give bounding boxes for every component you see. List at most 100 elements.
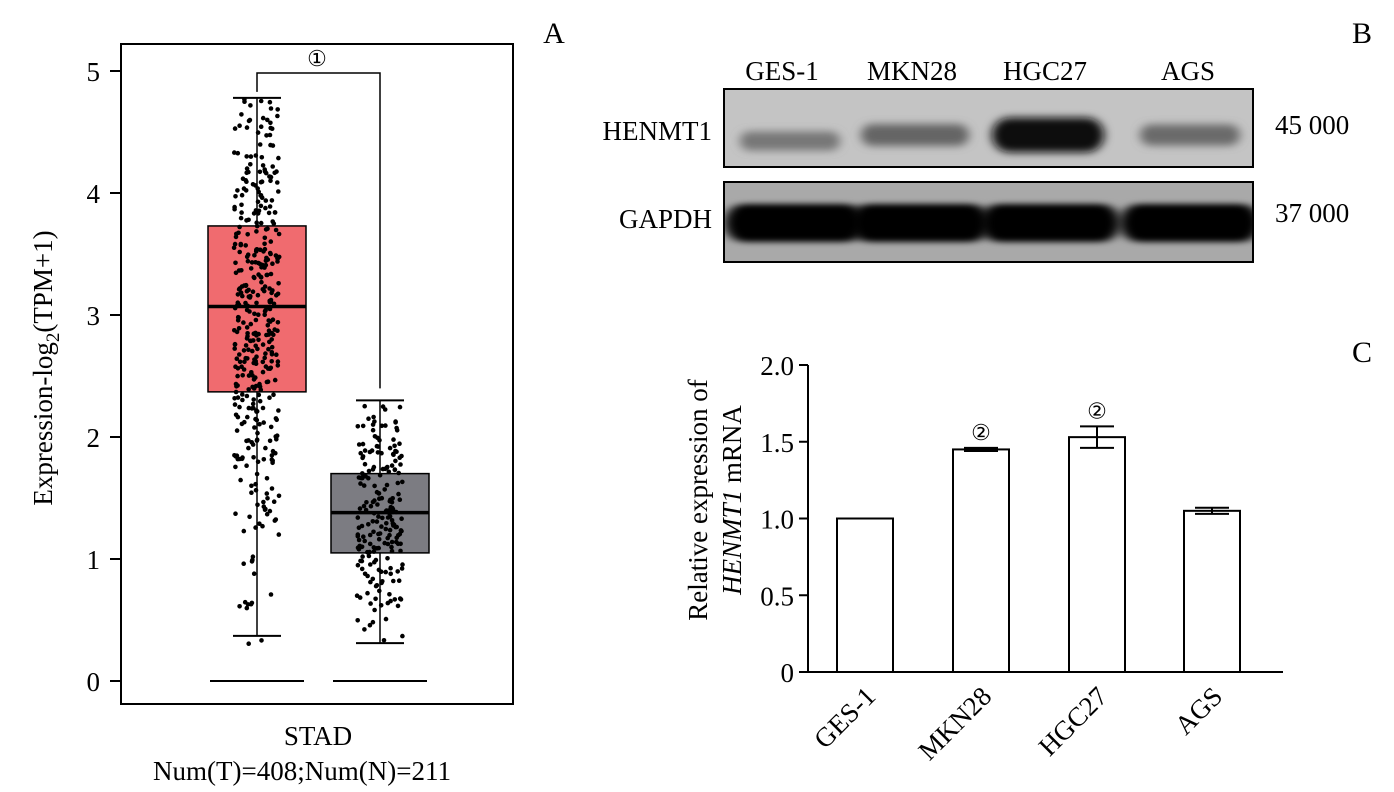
- boxplot-point: [399, 516, 404, 521]
- bar: [836, 517, 894, 673]
- boxplot-point: [268, 271, 274, 277]
- blot-band-henmt1: [1140, 124, 1240, 146]
- boxplot-y-axis: 0 1 2 3 4 5: [87, 57, 121, 697]
- boxplot-point: [255, 312, 261, 318]
- boxplot-point: [367, 622, 373, 628]
- boxplot-point: [366, 553, 372, 559]
- boxplot-point: [251, 397, 256, 402]
- bar: [1068, 436, 1126, 673]
- boxplot-point: [253, 208, 259, 213]
- boxplot-point: [355, 618, 361, 623]
- boxplot-point: [275, 359, 281, 364]
- boxplot-point: [368, 562, 373, 567]
- boxplot-point: [372, 498, 377, 503]
- boxplot-point: [392, 443, 397, 449]
- boxplot-point: [249, 559, 255, 564]
- boxplot-point: [239, 112, 244, 117]
- boxplot-significance-marker: ①: [307, 46, 327, 71]
- boxplot-point: [251, 331, 257, 337]
- boxplot-point: [233, 194, 238, 199]
- boxplot-point: [274, 352, 279, 358]
- boxplot-point: [265, 323, 271, 328]
- boxplot-point: [242, 419, 247, 425]
- boxplot-point: [371, 545, 377, 550]
- boxplot-point: [270, 261, 275, 267]
- boxplot-point: [262, 355, 268, 361]
- boxplot-point: [267, 132, 273, 138]
- boxplot-point: [250, 289, 256, 295]
- boxplot-point: [271, 332, 276, 338]
- boxplot-point: [269, 359, 275, 364]
- boxplot-point: [267, 339, 272, 345]
- blot-row-labels: HENMT1 45 000 GAPDH 37 000: [603, 110, 1350, 234]
- boxplot-point: [246, 217, 251, 223]
- boxplot-point: [378, 603, 384, 608]
- boxplot-point: [263, 506, 268, 512]
- boxplot-point: [267, 438, 273, 444]
- boxplot-point: [259, 155, 265, 160]
- boxplot-point: [251, 377, 257, 382]
- boxplot-point: [259, 279, 264, 285]
- boxplot-point: [239, 192, 245, 198]
- boxplot-point: [368, 579, 373, 585]
- boxplot-point: [374, 443, 380, 449]
- boxplot-point: [389, 463, 395, 468]
- boxplot-point: [236, 315, 241, 320]
- boxplot-point: [234, 356, 240, 362]
- boxplot-point: [365, 590, 370, 596]
- boxplot-point: [270, 164, 276, 169]
- boxplot-point: [233, 511, 238, 516]
- boxplot-point: [380, 404, 386, 409]
- boxplot-point: [267, 204, 273, 209]
- boxplot-point: [371, 529, 376, 535]
- boxplot-point: [370, 422, 376, 427]
- boxplot-point: [232, 150, 237, 155]
- boxplot-point: [268, 239, 274, 244]
- boxplot-point: [256, 392, 262, 398]
- boxplot-point: [383, 526, 389, 532]
- boxplot-point: [245, 258, 251, 264]
- boxplot-point: [263, 351, 268, 356]
- boxplot-point: [361, 534, 366, 539]
- boxplot-point: [258, 275, 264, 280]
- boxplot-point: [235, 300, 241, 306]
- boxplot-point: [244, 254, 250, 260]
- boxplot-point: [244, 307, 250, 313]
- boxplot-point: [239, 456, 245, 462]
- boxplot-point: [268, 592, 274, 597]
- boxplot-point: [249, 370, 254, 375]
- blot-lane-label: GES-1: [745, 56, 819, 86]
- boxplot-point: [257, 398, 263, 404]
- western-blot-panel: GES-1 MKN28 HGC27 AGS HENMT1 45 000 GAPDH 37 0…: [603, 56, 1350, 263]
- boxplot-point: [244, 463, 249, 469]
- boxplot-point: [252, 275, 257, 281]
- boxplot-point: [235, 188, 240, 193]
- boxplot-point: [370, 519, 376, 524]
- boxplot-point: [258, 179, 264, 185]
- boxplot-point: [235, 395, 241, 400]
- boxplot-point: [276, 408, 281, 413]
- boxplot-point: [383, 509, 389, 514]
- boxplot-point: [267, 395, 272, 401]
- boxplot-point: [387, 532, 392, 538]
- boxplot-point: [394, 449, 399, 455]
- boxplot-point: [255, 502, 260, 508]
- boxplot-point: [388, 571, 394, 577]
- boxplot-point: [274, 293, 279, 298]
- boxplot-point: [269, 350, 275, 355]
- boxplot-point: [239, 268, 244, 273]
- boxplot-point: [255, 199, 261, 205]
- boxplot-point: [255, 130, 261, 135]
- boxplot-point: [375, 502, 380, 507]
- boxplot-point: [360, 423, 366, 429]
- boxplot-point: [254, 220, 259, 225]
- boxplot-point: [260, 287, 266, 292]
- boxplot-point: [254, 408, 259, 413]
- blot-band-gapdh: [980, 204, 1120, 242]
- boxplot-point: [380, 515, 385, 521]
- blot-band-henmt1: [992, 117, 1104, 153]
- boxplot-point: [257, 142, 263, 147]
- boxplot-point: [390, 509, 395, 515]
- boxplot-point: [233, 464, 238, 470]
